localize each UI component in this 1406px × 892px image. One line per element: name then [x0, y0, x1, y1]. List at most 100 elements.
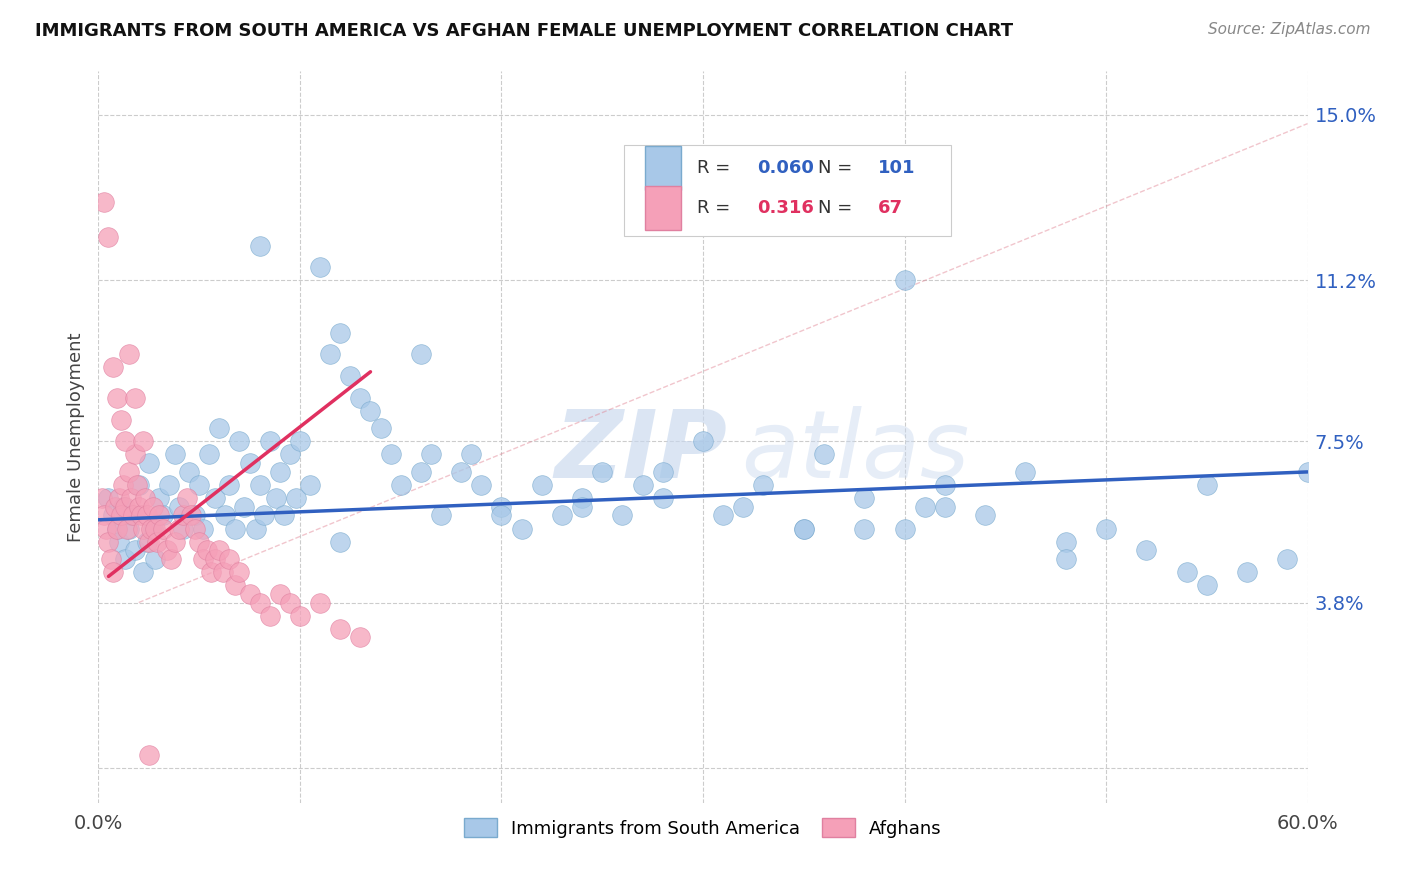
Point	[118, 521, 141, 535]
Point	[239, 587, 262, 601]
Point	[245, 521, 267, 535]
Point	[132, 434, 155, 449]
Point	[110, 412, 132, 426]
Point	[259, 434, 281, 449]
Point	[157, 478, 180, 492]
Point	[214, 508, 236, 523]
Point	[914, 500, 936, 514]
Point	[571, 500, 593, 514]
Point	[299, 478, 322, 492]
Point	[110, 508, 132, 523]
Point	[111, 500, 134, 514]
Point	[93, 194, 115, 209]
Point	[329, 326, 352, 340]
Text: R =: R =	[697, 199, 730, 217]
Point	[107, 491, 129, 505]
Point	[125, 478, 148, 492]
Point	[218, 552, 240, 566]
Point	[288, 434, 311, 449]
FancyBboxPatch shape	[624, 145, 950, 235]
Point	[329, 622, 352, 636]
Point	[132, 521, 155, 535]
Point	[172, 508, 194, 523]
Point	[101, 360, 124, 375]
Point	[124, 391, 146, 405]
Point	[101, 508, 124, 523]
Point	[692, 434, 714, 449]
Text: R =: R =	[697, 159, 730, 177]
Point	[571, 491, 593, 505]
Text: Source: ZipAtlas.com: Source: ZipAtlas.com	[1208, 22, 1371, 37]
Point	[105, 521, 128, 535]
Point	[184, 521, 207, 535]
Point	[143, 552, 166, 566]
Point	[179, 465, 201, 479]
Text: N =: N =	[818, 199, 852, 217]
Point	[195, 543, 218, 558]
Point	[1014, 465, 1036, 479]
Point	[134, 491, 156, 505]
Point	[163, 534, 186, 549]
Text: 0.060: 0.060	[758, 159, 814, 177]
Point	[853, 491, 876, 505]
Point	[111, 478, 134, 492]
Point	[228, 565, 250, 579]
Point	[612, 508, 634, 523]
Point	[176, 491, 198, 505]
Point	[853, 521, 876, 535]
Point	[530, 478, 553, 492]
Point	[114, 434, 136, 449]
Point	[491, 508, 513, 523]
Point	[934, 500, 956, 514]
Point	[105, 391, 128, 405]
FancyBboxPatch shape	[645, 186, 682, 229]
Point	[91, 491, 114, 505]
Point	[135, 508, 157, 523]
Point	[224, 521, 246, 535]
Point	[1296, 465, 1319, 479]
Point	[551, 508, 574, 523]
Point	[101, 565, 124, 579]
Point	[163, 448, 186, 462]
Point	[253, 508, 276, 523]
Text: IMMIGRANTS FROM SOUTH AMERICA VS AFGHAN FEMALE UNEMPLOYMENT CORRELATION CHART: IMMIGRANTS FROM SOUTH AMERICA VS AFGHAN …	[35, 22, 1014, 40]
Point	[733, 500, 755, 514]
Point	[1054, 552, 1077, 566]
Y-axis label: Female Unemployment: Female Unemployment	[66, 333, 84, 541]
Point	[100, 552, 122, 566]
Point	[269, 587, 291, 601]
Point	[124, 448, 146, 462]
Point	[259, 608, 281, 623]
Point	[204, 552, 226, 566]
Point	[1175, 565, 1198, 579]
Point	[651, 491, 673, 505]
Point	[156, 543, 179, 558]
Point	[278, 448, 301, 462]
Point	[893, 273, 915, 287]
Point	[142, 521, 165, 535]
Point	[135, 534, 157, 549]
Point	[172, 521, 194, 535]
Point	[752, 478, 775, 492]
Point	[249, 238, 271, 252]
Point	[249, 478, 271, 492]
Point	[188, 478, 211, 492]
Point	[249, 595, 271, 609]
Point	[200, 565, 222, 579]
Text: atlas: atlas	[741, 406, 969, 497]
Point	[97, 229, 120, 244]
Point	[118, 347, 141, 361]
Point	[278, 595, 301, 609]
Point	[167, 500, 190, 514]
Point	[460, 448, 482, 462]
Point	[212, 565, 235, 579]
Text: ZIP: ZIP	[554, 406, 727, 498]
Point	[232, 500, 254, 514]
Point	[120, 491, 142, 505]
Point	[128, 478, 150, 492]
Point	[143, 521, 166, 535]
Point	[974, 508, 997, 523]
Point	[114, 552, 136, 566]
Point	[284, 491, 307, 505]
Point	[160, 552, 183, 566]
